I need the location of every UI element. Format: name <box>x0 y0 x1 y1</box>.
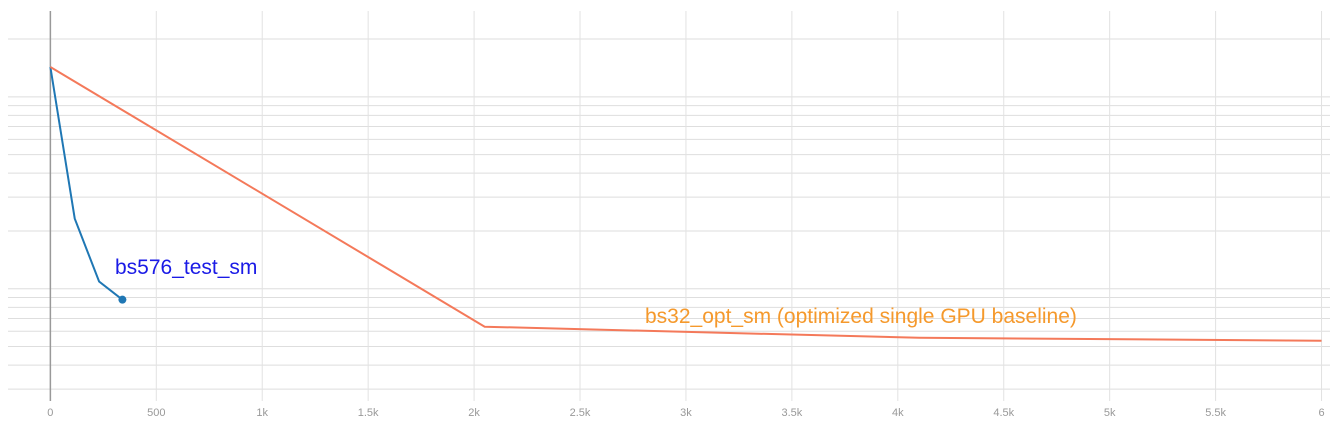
x-tick-label: 5.5k <box>1205 407 1226 419</box>
line <box>49 66 1322 342</box>
x-tick-label: 500 <box>147 407 165 419</box>
x-tick-label: 4.5k <box>993 407 1014 419</box>
x-tick-label: 1.5k <box>358 407 379 419</box>
x-tick-label: 2k <box>468 407 480 419</box>
x-tick-label: 1k <box>256 407 268 419</box>
end-marker <box>118 295 127 304</box>
series-label: bs32_opt_sm (optimized single GPU baseli… <box>645 305 1077 328</box>
x-tick-label: 4k <box>892 407 904 419</box>
x-tick-label: 2.5k <box>570 407 591 419</box>
series-label: bs576_test_sm <box>115 256 257 279</box>
x-tick-label: 3.5k <box>781 407 802 419</box>
x-tick-label: 6 <box>1318 407 1324 419</box>
x-tick-label: 0 <box>47 407 53 419</box>
x-tick-label: 3k <box>680 407 692 419</box>
x-tick-label: 5k <box>1104 407 1116 419</box>
line <box>49 66 124 301</box>
